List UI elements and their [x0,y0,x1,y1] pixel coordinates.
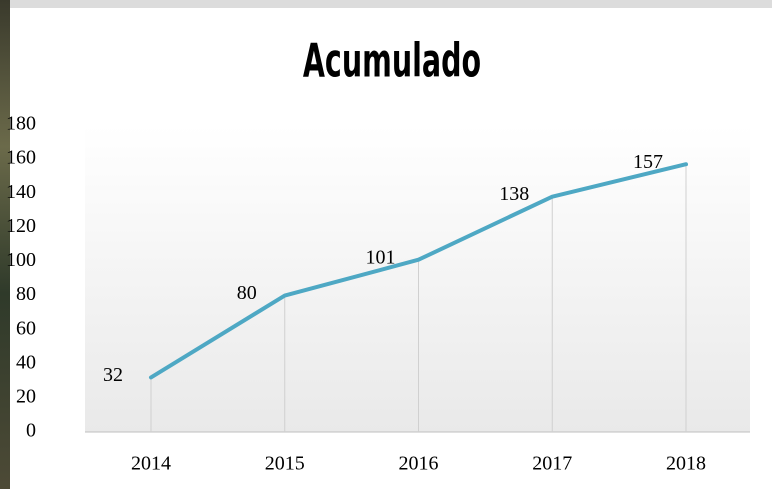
page: {"chart_data": {"type": "line", "title":… [0,0,772,489]
photo-edge [0,0,10,489]
y-tick-label: 140 [6,181,36,203]
y-tick-label: 80 [16,283,36,305]
y-tick-label: 100 [6,249,36,271]
x-tick-label: 2014 [131,453,171,475]
y-tick-label: 120 [6,215,36,237]
y-tick-label: 160 [6,147,36,169]
data-label: 80 [237,282,257,304]
x-tick-label: 2017 [532,453,572,475]
data-label: 101 [366,246,396,268]
chart-title: Acumulado [303,35,481,89]
data-label: 138 [499,183,529,205]
x-tick-label: 2016 [399,453,439,475]
y-tick-label: 20 [16,385,36,407]
data-label: 157 [633,151,663,173]
x-tick-label: 2018 [666,453,706,475]
data-label: 32 [103,364,123,386]
chart: Acumulado 0 20 40 60 80 100 120 140 160 180 2014 20… [0,0,772,489]
y-tick-label: 180 [6,113,36,135]
top-bar [10,0,772,8]
y-tick-label: 40 [16,351,36,373]
x-tick-label: 2015 [265,453,305,475]
y-tick-label: 60 [16,317,36,339]
y-tick-label: 0 [26,420,36,442]
